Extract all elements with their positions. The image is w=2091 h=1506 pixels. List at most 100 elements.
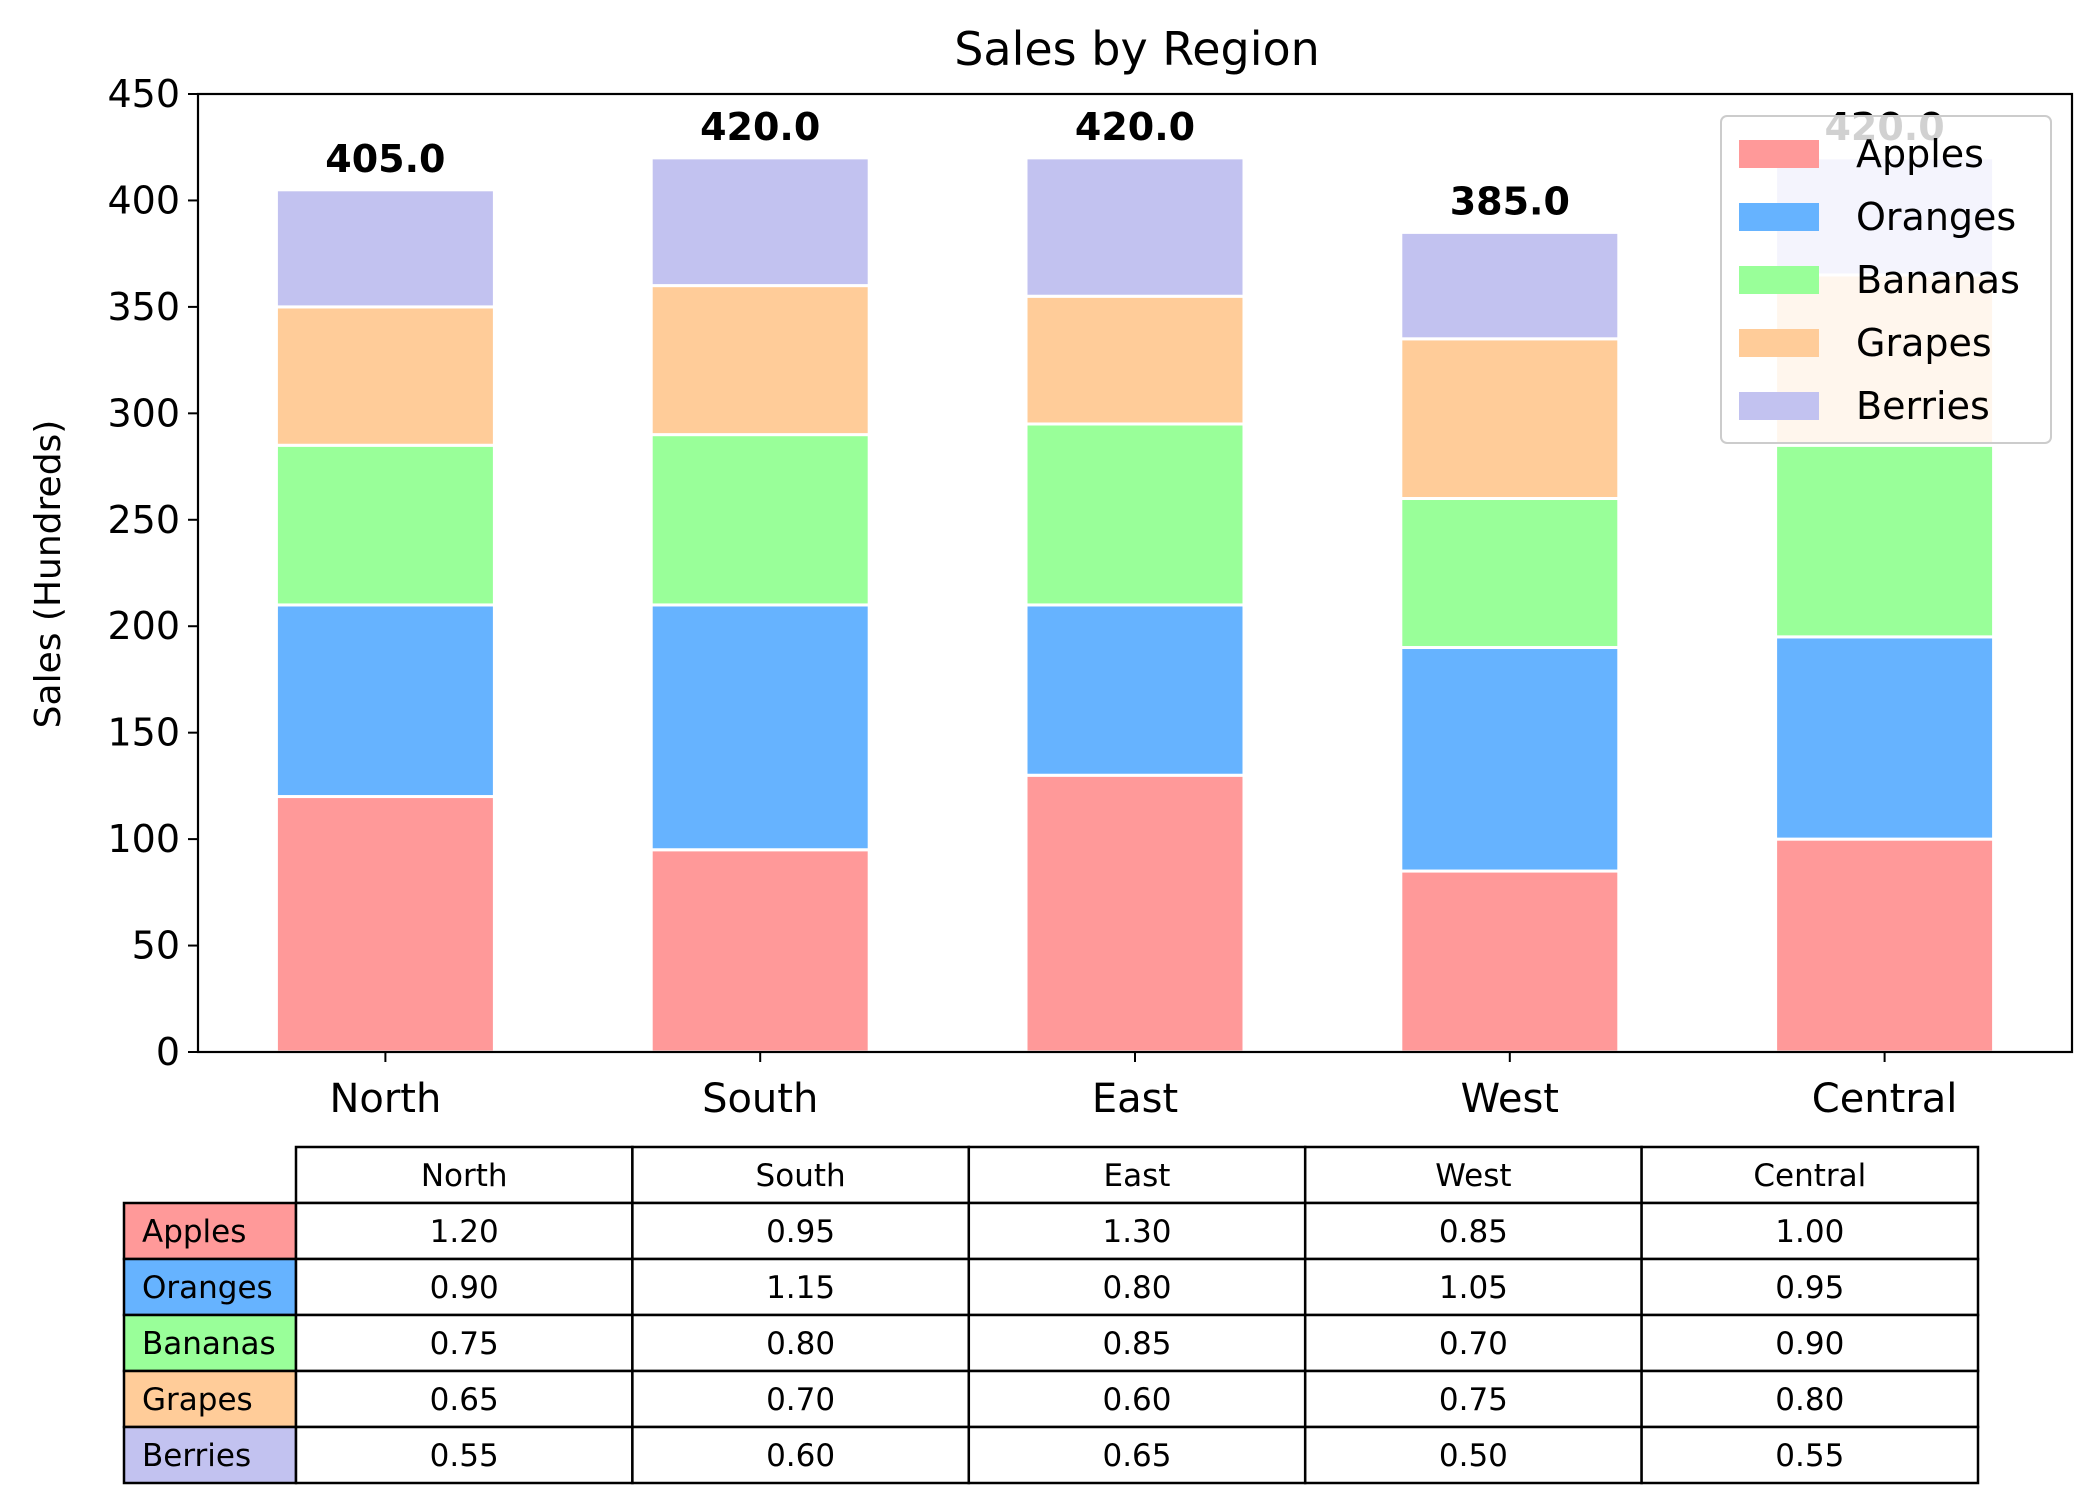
y-tick-label: 150 <box>107 711 180 755</box>
table-cell-value: 0.80 <box>1102 1270 1171 1306</box>
y-tick-label: 0 <box>156 1030 180 1074</box>
bar-south-oranges <box>649 603 871 852</box>
table-cell <box>631 1201 971 1261</box>
table-cell <box>294 1201 634 1261</box>
axes-layer: 0 50 100 150 200 250 300 350 400 450 North South Eas… <box>107 72 2074 1122</box>
bar-north-apples <box>274 795 496 1054</box>
table-col-header: North <box>421 1158 508 1194</box>
table-col-header: South <box>756 1158 846 1194</box>
table-row-header-cell <box>122 1425 298 1485</box>
table-row-header: Bananas <box>142 1326 276 1362</box>
legend-swatch-oranges <box>1739 203 1819 231</box>
bar-south-grapes <box>649 284 871 437</box>
total-label-north: 405.0 <box>325 137 445 181</box>
table-cell-value: 0.55 <box>430 1438 499 1474</box>
table-cell-value: 0.75 <box>1439 1382 1508 1418</box>
table-cell-value: 1.20 <box>430 1214 499 1250</box>
x-tick-label-east: East <box>1092 1076 1178 1122</box>
table-col-header: East <box>1104 1158 1171 1194</box>
y-tick-label: 350 <box>107 285 180 329</box>
table-cell <box>294 1425 634 1485</box>
table-cell-value: 0.70 <box>766 1382 835 1418</box>
x-tick-label-south: South <box>702 1076 818 1122</box>
table-cell <box>1303 1201 1643 1261</box>
y-tick-label: 200 <box>107 604 180 648</box>
table-cell <box>1303 1313 1643 1373</box>
bar-west-oranges <box>1399 646 1621 873</box>
bar-west-bananas <box>1399 496 1621 650</box>
table-cell-value: 0.70 <box>1439 1326 1508 1362</box>
bar-south-berries <box>649 156 871 288</box>
table-cell <box>1640 1313 1980 1373</box>
legend-swatch-bananas <box>1739 266 1819 294</box>
bar-east-berries <box>1024 156 1246 298</box>
bars-layer <box>274 156 1996 1054</box>
legend-label-apples: Apples <box>1856 132 1984 176</box>
table-cell-value: 0.85 <box>1102 1326 1171 1362</box>
table-col-header-cell <box>1640 1145 1980 1205</box>
y-tick-label: 400 <box>107 178 180 222</box>
table-row-header-cell <box>122 1369 298 1429</box>
table-cell <box>967 1313 1307 1373</box>
table-cell <box>1640 1201 1980 1261</box>
table-cell <box>967 1257 1307 1317</box>
legend-label-grapes: Grapes <box>1856 321 1992 365</box>
total-label-east: 420.0 <box>1075 105 1195 149</box>
table-cell-value: 0.65 <box>1102 1438 1171 1474</box>
table-row-header-cell <box>122 1313 298 1373</box>
bar-central-oranges <box>1774 635 1996 841</box>
y-tick-label: 450 <box>107 72 180 116</box>
bar-north-grapes <box>274 305 496 447</box>
table-row-header-cell <box>122 1257 298 1317</box>
total-label-west: 385.0 <box>1450 179 1570 223</box>
table-cell-value: 0.60 <box>766 1438 835 1474</box>
table-cell-value: 1.15 <box>766 1270 835 1306</box>
total-label-south: 420.0 <box>700 105 820 149</box>
x-tick-label-north: North <box>329 1076 441 1122</box>
y-tick-label: 300 <box>107 391 180 435</box>
x-tick-label-west: West <box>1461 1076 1559 1122</box>
table-row-header: Grapes <box>142 1382 253 1418</box>
table-cell-value: 0.90 <box>430 1270 499 1306</box>
x-tick-label-central: Central <box>1812 1076 1958 1122</box>
table-cell <box>967 1425 1307 1485</box>
bar-east-grapes <box>1024 294 1246 426</box>
table-cell-value: 0.80 <box>1775 1382 1844 1418</box>
table-cell-value: 0.55 <box>1775 1438 1844 1474</box>
table-cell-value: 1.00 <box>1775 1214 1844 1250</box>
table-cell <box>294 1369 634 1429</box>
table-cell <box>1303 1425 1643 1485</box>
table-cell-value: 0.90 <box>1775 1326 1844 1362</box>
table-col-header: Central <box>1753 1158 1866 1194</box>
bar-west-grapes <box>1399 337 1621 500</box>
legend-label-berries: Berries <box>1856 384 1990 428</box>
table-cell-value: 1.30 <box>1102 1214 1171 1250</box>
table-row-header: Apples <box>142 1214 246 1250</box>
legend-swatch-apples <box>1739 140 1819 168</box>
table-cell-value: 0.60 <box>1102 1382 1171 1418</box>
y-axis-label: Sales (Hundreds) <box>28 420 69 729</box>
table-col-header: West <box>1435 1158 1511 1194</box>
table-cell-value: 0.65 <box>430 1382 499 1418</box>
bar-central-bananas <box>1774 443 1996 639</box>
bar-north-bananas <box>274 443 496 607</box>
legend-label-oranges: Oranges <box>1856 195 2016 239</box>
bar-west-berries <box>1399 230 1621 341</box>
table-cell-value: 0.50 <box>1439 1438 1508 1474</box>
y-tick-label: 50 <box>132 924 180 968</box>
y-tick-label: 100 <box>107 817 180 861</box>
legend-box <box>1720 115 2052 444</box>
bar-south-bananas <box>649 433 871 607</box>
data-table: North South East West Central Apples 1.20 0.95 1… <box>122 1145 1980 1485</box>
y-tick-label: 250 <box>107 498 180 542</box>
bar-north-oranges <box>274 603 496 799</box>
legend-swatch-berries <box>1739 392 1819 420</box>
table-row-header: Berries <box>142 1438 251 1474</box>
legend-swatch-grapes <box>1739 329 1819 357</box>
table-row-header: Oranges <box>142 1270 273 1306</box>
table-cell-value: 0.95 <box>766 1214 835 1250</box>
table-cell <box>294 1257 634 1317</box>
bar-east-oranges <box>1024 603 1246 777</box>
bar-east-bananas <box>1024 422 1246 607</box>
legend: Apples Oranges Bananas Grapes Berries <box>1720 115 2052 444</box>
